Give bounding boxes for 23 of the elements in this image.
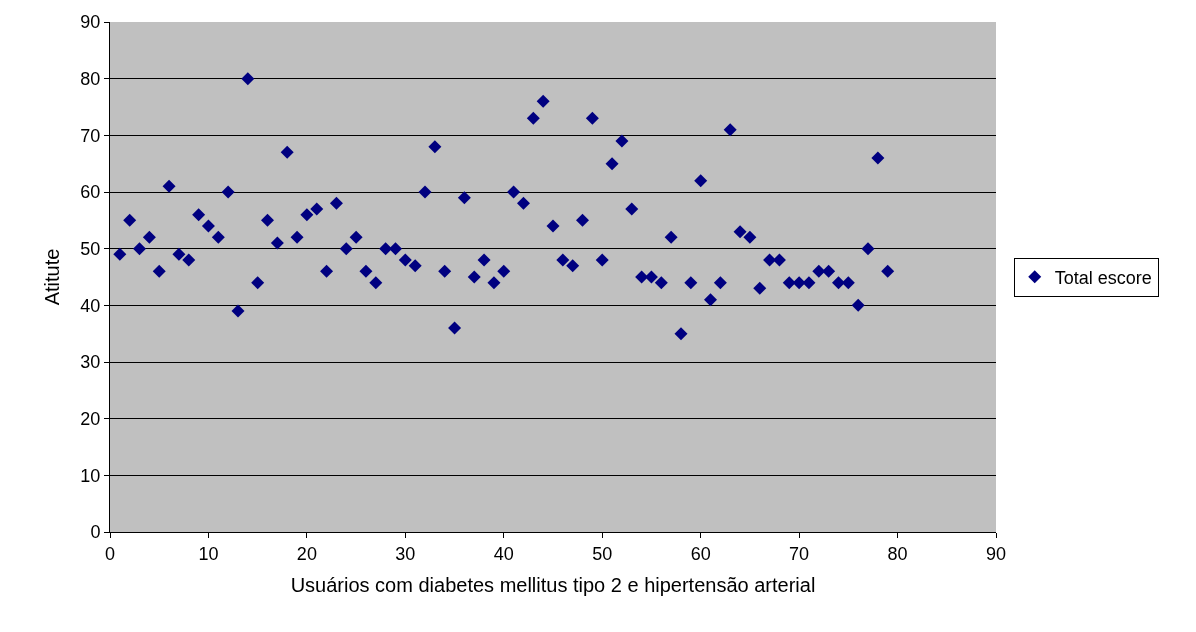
y-tick-label: 60	[80, 182, 101, 203]
y-tick-label: 30	[80, 352, 101, 373]
x-tick-label: 80	[887, 543, 908, 564]
x-tick-label: 50	[592, 543, 613, 564]
y-tick-label: 80	[80, 68, 101, 89]
y-tick-label: 20	[80, 408, 101, 429]
x-tick-label: 40	[493, 543, 514, 564]
y-tick-label: 10	[80, 465, 101, 486]
y-tick-label: 90	[80, 12, 101, 33]
x-tick-label: 70	[789, 543, 810, 564]
legend-label: Total escore	[1054, 267, 1152, 288]
x-tick-label: 10	[198, 543, 219, 564]
x-tick-label: 60	[690, 543, 711, 564]
y-tick-label: 40	[80, 295, 101, 316]
x-tick-label: 20	[296, 543, 317, 564]
x-tick-label: 30	[395, 543, 416, 564]
x-axis-title: Usuários com diabetes mellitus tipo 2 e hipertensão arterial	[290, 574, 816, 597]
y-axis-title: Atitute	[40, 248, 63, 306]
x-tick-label: 90	[985, 543, 1007, 564]
x-tick-label: 0	[104, 543, 116, 564]
y-tick-label: 50	[80, 238, 101, 259]
y-tick-label: 70	[80, 125, 101, 146]
y-tick-label: 0	[90, 522, 101, 543]
